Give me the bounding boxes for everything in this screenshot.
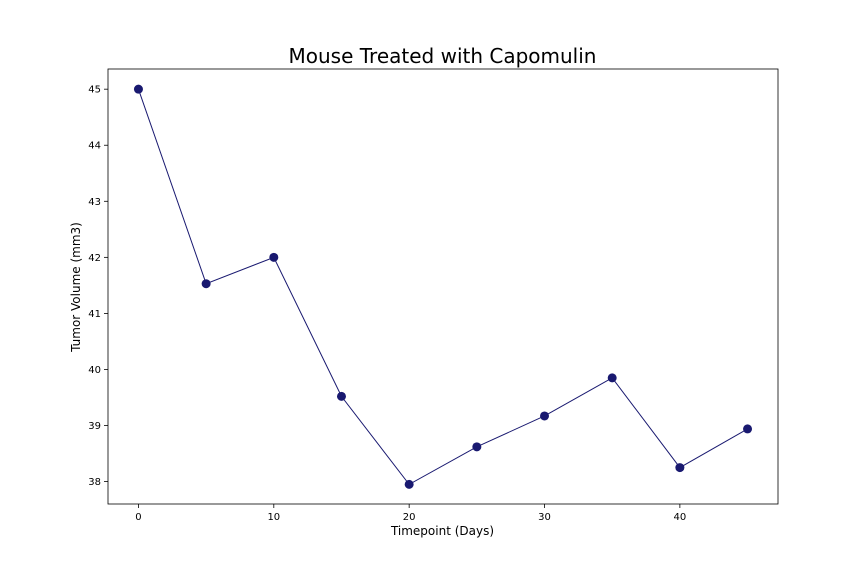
x-tick-label: 40 — [674, 512, 687, 523]
data-point — [540, 411, 550, 421]
x-axis-label: Timepoint (Days) — [390, 524, 494, 538]
y-tick-label: 42 — [88, 253, 101, 264]
axes-frame — [107, 68, 779, 505]
x-tick-label: 0 — [135, 512, 141, 523]
series-line — [137, 89, 748, 486]
plot-area: 0 10 20 30 40 38 39 40 41 42 43 44 45 — [88, 68, 779, 523]
chart-title: Mouse Treated with Capomulin — [289, 44, 597, 68]
y-tick-label: 40 — [88, 365, 101, 376]
data-point — [675, 463, 685, 473]
data-point — [269, 252, 279, 262]
data-point — [336, 391, 346, 401]
data-point — [133, 84, 143, 94]
y-tick-label: 38 — [88, 477, 101, 488]
x-tick-label: 10 — [267, 512, 280, 523]
data-point — [607, 373, 617, 383]
y-axis-label: Tumor Volume (mm3) — [69, 222, 83, 353]
data-point — [472, 442, 482, 452]
y-tick-label: 45 — [88, 85, 101, 96]
y-tick-label: 44 — [88, 141, 101, 152]
y-tick-label: 39 — [88, 421, 101, 432]
y-tick-label: 41 — [88, 309, 101, 320]
data-point — [404, 479, 414, 489]
y-tick-label: 43 — [88, 197, 101, 208]
data-point — [743, 424, 753, 434]
data-point — [201, 279, 211, 289]
x-tick-label: 20 — [403, 512, 416, 523]
x-tick-label: 30 — [538, 512, 551, 523]
